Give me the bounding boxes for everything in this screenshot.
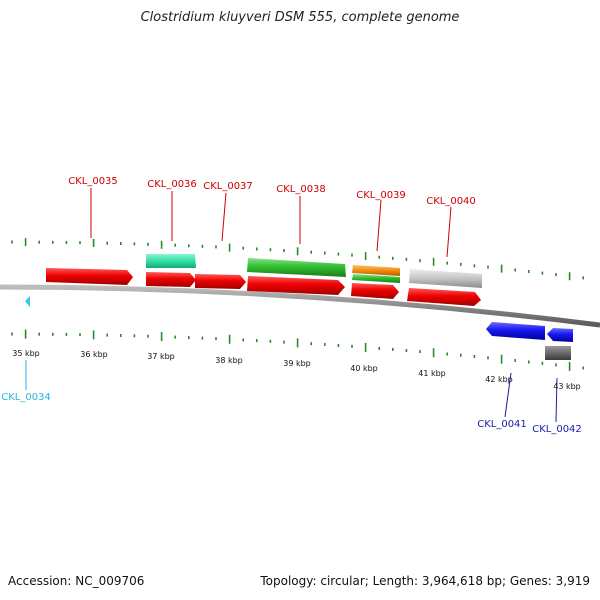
gene-arrow-ckl-0040[interactable] [407, 288, 481, 306]
gene-label-group-bottom: CKL_0034 CKL_0041 CKL_0042 [1, 360, 582, 435]
gene-arrow-ckl-0038[interactable] [247, 276, 345, 295]
scale-label: 39 kbp [283, 359, 311, 368]
gene-arrow-ckl-0041[interactable] [486, 322, 545, 340]
scale-label: 43 kbp [553, 382, 581, 391]
gene-row [46, 268, 481, 306]
scale-label: 38 kbp [215, 356, 243, 365]
scale-label: 35 kbp [12, 349, 40, 358]
feature-box-ckl-0042[interactable] [545, 346, 571, 360]
genome-title: Clostridium kluyveri DSM 555, complete g… [140, 10, 460, 25]
feature-arrow-40-upper[interactable] [409, 269, 482, 288]
scale-label: 42 kbp [485, 375, 513, 384]
gene-label-ckl-0040: CKL_0040 [426, 196, 476, 207]
feature-arrow-39-green[interactable] [352, 274, 400, 283]
gene-label-ckl-0034: CKL_0034 [1, 392, 51, 403]
scale-label: 40 kbp [350, 364, 378, 373]
gene-arrow-ckl-0039[interactable] [351, 283, 399, 299]
scale-label: 36 kbp [80, 350, 108, 359]
gene-label-ckl-0038: CKL_0038 [276, 184, 326, 195]
gene-arrow-ckl-0042[interactable] [547, 328, 573, 342]
gene-label-ckl-0042: CKL_0042 [532, 424, 582, 435]
lower-tick-row [11, 329, 585, 371]
scale-label: 41 kbp [418, 369, 446, 378]
feature-arrow-38-upper[interactable] [247, 258, 346, 277]
gene-arrow-ckl-0034[interactable] [25, 296, 30, 307]
gene-label-ckl-0035: CKL_0035 [68, 176, 118, 187]
scale-label-group: 35 kbp 36 kbp 37 kbp 38 kbp 39 kbp 40 kb… [12, 349, 581, 391]
feature-arrow-36-upper[interactable] [146, 254, 196, 268]
genome-summary-text: Topology: circular; Length: 3,964,618 bp… [260, 574, 590, 588]
gene-label-ckl-0039: CKL_0039 [356, 190, 406, 201]
gene-arrow-ckl-0035[interactable] [46, 268, 133, 285]
gene-label-ckl-0037: CKL_0037 [203, 181, 253, 192]
gene-label-group-top: CKL_0035 CKL_0036 CKL_0037 CKL_0038 CKL_… [68, 176, 476, 258]
accession-text: Accession: NC_009706 [8, 574, 145, 588]
gene-arrow-ckl-0036[interactable] [146, 272, 196, 287]
genome-backbone [0, 284, 600, 328]
gene-label-ckl-0036: CKL_0036 [147, 179, 197, 190]
gene-label-ckl-0041: CKL_0041 [477, 419, 527, 430]
upper-feature-row [146, 254, 482, 288]
feature-arrow-39-orange[interactable] [352, 265, 400, 276]
upper-tick-row [11, 238, 585, 281]
scale-label: 37 kbp [147, 352, 175, 361]
gene-arrow-ckl-0037[interactable] [195, 274, 246, 289]
